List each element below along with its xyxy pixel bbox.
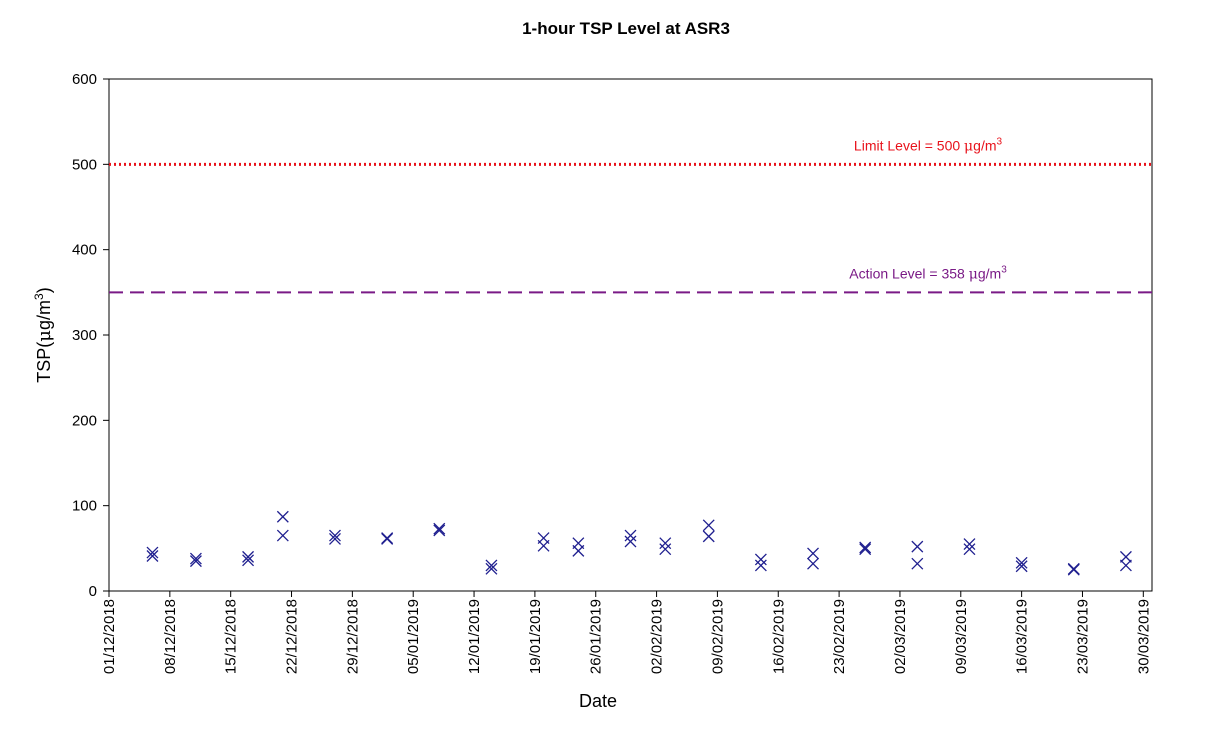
x-tick-label: 09/02/2019 xyxy=(709,599,726,674)
x-tick-label: 02/02/2019 xyxy=(649,599,666,674)
x-tick-label: 12/01/2019 xyxy=(466,599,483,674)
x-tick-label: 02/03/2019 xyxy=(892,599,909,674)
data-point xyxy=(433,524,446,537)
data-point xyxy=(807,557,819,570)
data-point xyxy=(146,550,159,562)
data-point xyxy=(659,543,672,556)
x-tick-label: 19/01/2019 xyxy=(527,599,544,674)
data-point xyxy=(329,532,341,545)
data-point xyxy=(754,553,767,566)
x-axis-label: Date xyxy=(579,691,617,711)
data-point xyxy=(702,530,715,543)
data-point xyxy=(1119,559,1132,572)
x-axis: 01/12/2018 08/12/2018 15/12/2018 22/12/2018… xyxy=(101,591,1152,674)
data-point xyxy=(807,547,819,560)
x-tick-label: 23/03/2019 xyxy=(1074,599,1091,674)
data-point xyxy=(1015,556,1028,569)
x-tick-label: 09/03/2019 xyxy=(953,599,970,674)
y-tick-label: 300 xyxy=(72,327,97,344)
x-tick-label: 16/03/2019 xyxy=(1014,599,1031,674)
data-point xyxy=(433,522,446,535)
x-tick-label: 22/12/2018 xyxy=(284,599,301,674)
data-point xyxy=(146,546,159,559)
y-axis: 0 100 200 300 400 500 600 xyxy=(72,71,109,600)
data-point xyxy=(702,519,715,532)
data-point xyxy=(485,562,498,575)
x-tick-label: 05/01/2019 xyxy=(405,599,422,674)
y-tick-label: 200 xyxy=(72,412,97,429)
data-point xyxy=(242,550,255,563)
y-tick-label: 500 xyxy=(72,156,97,173)
x-tick-label: 30/03/2019 xyxy=(1135,599,1152,674)
data-point xyxy=(189,552,202,565)
data-point xyxy=(1119,550,1132,563)
data-point xyxy=(485,559,498,572)
plot-area xyxy=(108,78,1153,592)
data-point xyxy=(859,541,872,554)
data-point xyxy=(381,532,394,545)
data-point xyxy=(242,554,255,567)
x-tick-label: 29/12/2018 xyxy=(344,599,361,674)
x-tick-label: 08/12/2018 xyxy=(162,599,179,674)
reference-lines: Limit Level = 500 μg/m3 Action Level = 35… xyxy=(109,136,1152,294)
data-points xyxy=(146,510,1132,576)
x-tick-label: 23/02/2019 xyxy=(831,599,848,674)
x-tick-label: 26/01/2019 xyxy=(588,599,605,674)
x-tick-label: 15/12/2018 xyxy=(223,599,240,674)
y-axis-label: TSP(μg/m3) xyxy=(32,287,55,382)
data-point xyxy=(911,557,924,570)
reference-label-limit: Limit Level = 500 μg/m3 xyxy=(854,136,1003,154)
data-point xyxy=(1015,560,1028,573)
data-point xyxy=(624,529,637,542)
data-point xyxy=(911,540,924,553)
data-point xyxy=(754,559,767,572)
data-point xyxy=(537,539,550,552)
x-tick-label: 16/02/2019 xyxy=(770,599,787,674)
x-tick-label: 01/12/2018 xyxy=(101,599,118,674)
data-point xyxy=(276,510,289,523)
data-point xyxy=(189,555,202,568)
data-point xyxy=(859,543,872,556)
y-tick-label: 0 xyxy=(89,583,97,600)
chart-title: 1-hour TSP Level at ASR3 xyxy=(522,19,730,38)
reference-label-action: Action Level = 358 μg/m3 xyxy=(849,264,1007,282)
y-tick-label: 600 xyxy=(72,71,97,88)
y-tick-label: 100 xyxy=(72,498,97,515)
data-point xyxy=(624,535,637,548)
data-point xyxy=(572,544,585,557)
data-point xyxy=(659,537,672,550)
data-point xyxy=(1067,563,1080,576)
data-point xyxy=(963,538,976,551)
data-point xyxy=(276,529,289,542)
y-tick-label: 400 xyxy=(72,242,97,259)
data-point xyxy=(329,529,341,542)
data-point xyxy=(963,543,976,556)
